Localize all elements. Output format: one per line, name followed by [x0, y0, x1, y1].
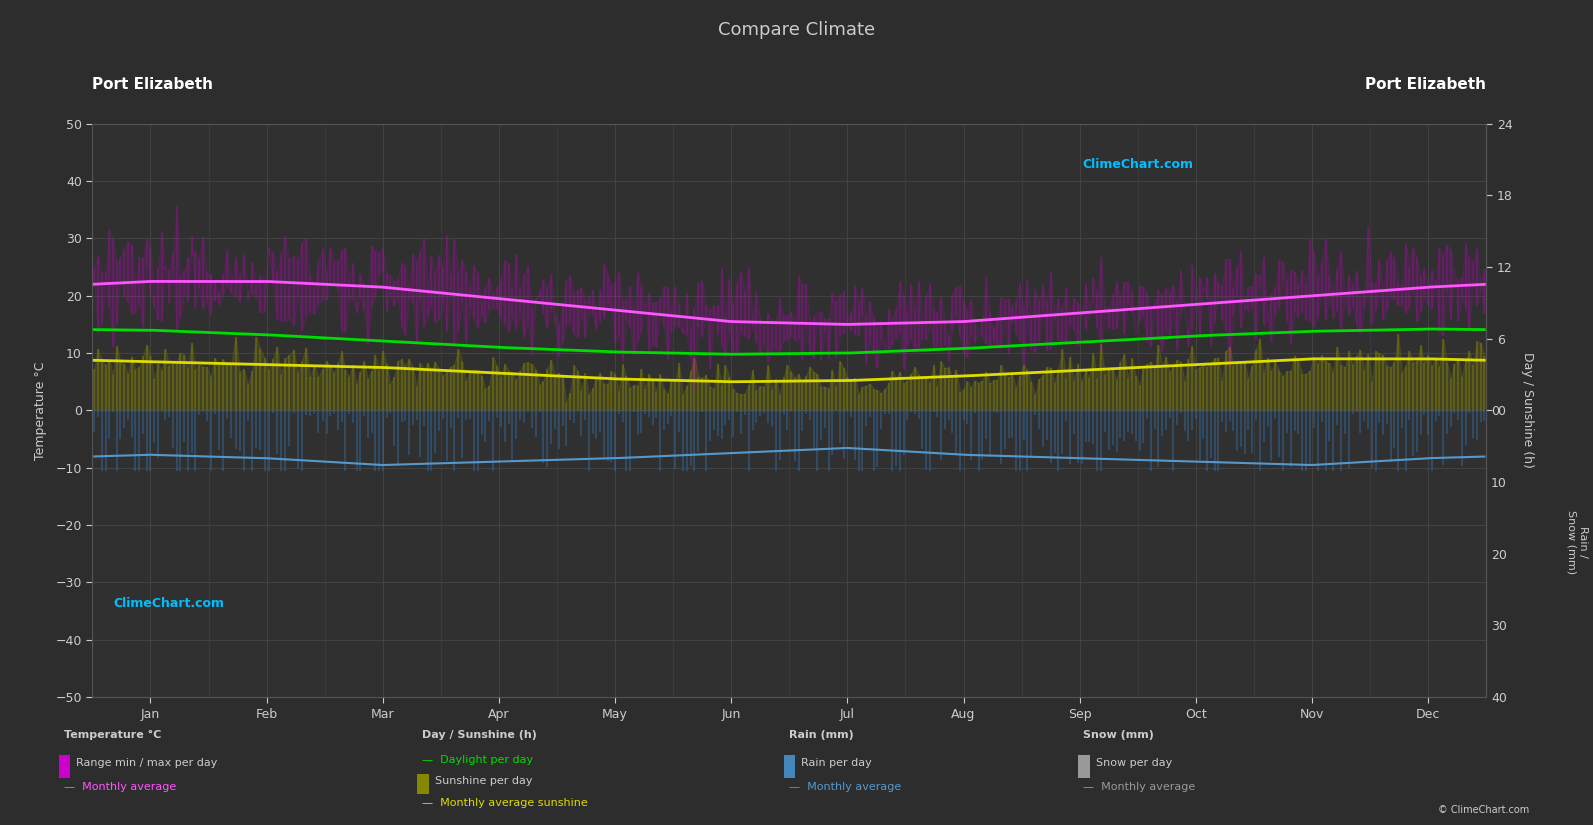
Text: —  Monthly average: — Monthly average	[64, 782, 175, 792]
Text: ClimeChart.com: ClimeChart.com	[1082, 158, 1193, 171]
Y-axis label: Day / Sunshine (h): Day / Sunshine (h)	[1521, 352, 1534, 469]
Text: Port Elizabeth: Port Elizabeth	[92, 78, 213, 92]
Text: ClimeChart.com: ClimeChart.com	[113, 596, 225, 610]
Text: © ClimeChart.com: © ClimeChart.com	[1438, 804, 1529, 814]
Text: Snow per day: Snow per day	[1096, 757, 1172, 767]
Text: Port Elizabeth: Port Elizabeth	[1365, 78, 1486, 92]
Text: —  Daylight per day: — Daylight per day	[422, 755, 534, 765]
Text: Snow (mm): Snow (mm)	[1083, 730, 1153, 740]
Text: Temperature °C: Temperature °C	[64, 730, 161, 740]
Y-axis label: Temperature °C: Temperature °C	[33, 361, 48, 460]
Text: —  Monthly average: — Monthly average	[1083, 782, 1195, 792]
Text: Range min / max per day: Range min / max per day	[76, 757, 218, 767]
Text: Rain (mm): Rain (mm)	[789, 730, 854, 740]
Text: —  Monthly average sunshine: — Monthly average sunshine	[422, 798, 588, 808]
Text: Day / Sunshine (h): Day / Sunshine (h)	[422, 730, 537, 740]
Text: Sunshine per day: Sunshine per day	[435, 776, 532, 785]
Text: Compare Climate: Compare Climate	[718, 21, 875, 39]
Text: —  Monthly average: — Monthly average	[789, 782, 900, 792]
Text: Rain per day: Rain per day	[801, 757, 871, 767]
Text: Rain /
Snow (mm): Rain / Snow (mm)	[1566, 510, 1588, 574]
